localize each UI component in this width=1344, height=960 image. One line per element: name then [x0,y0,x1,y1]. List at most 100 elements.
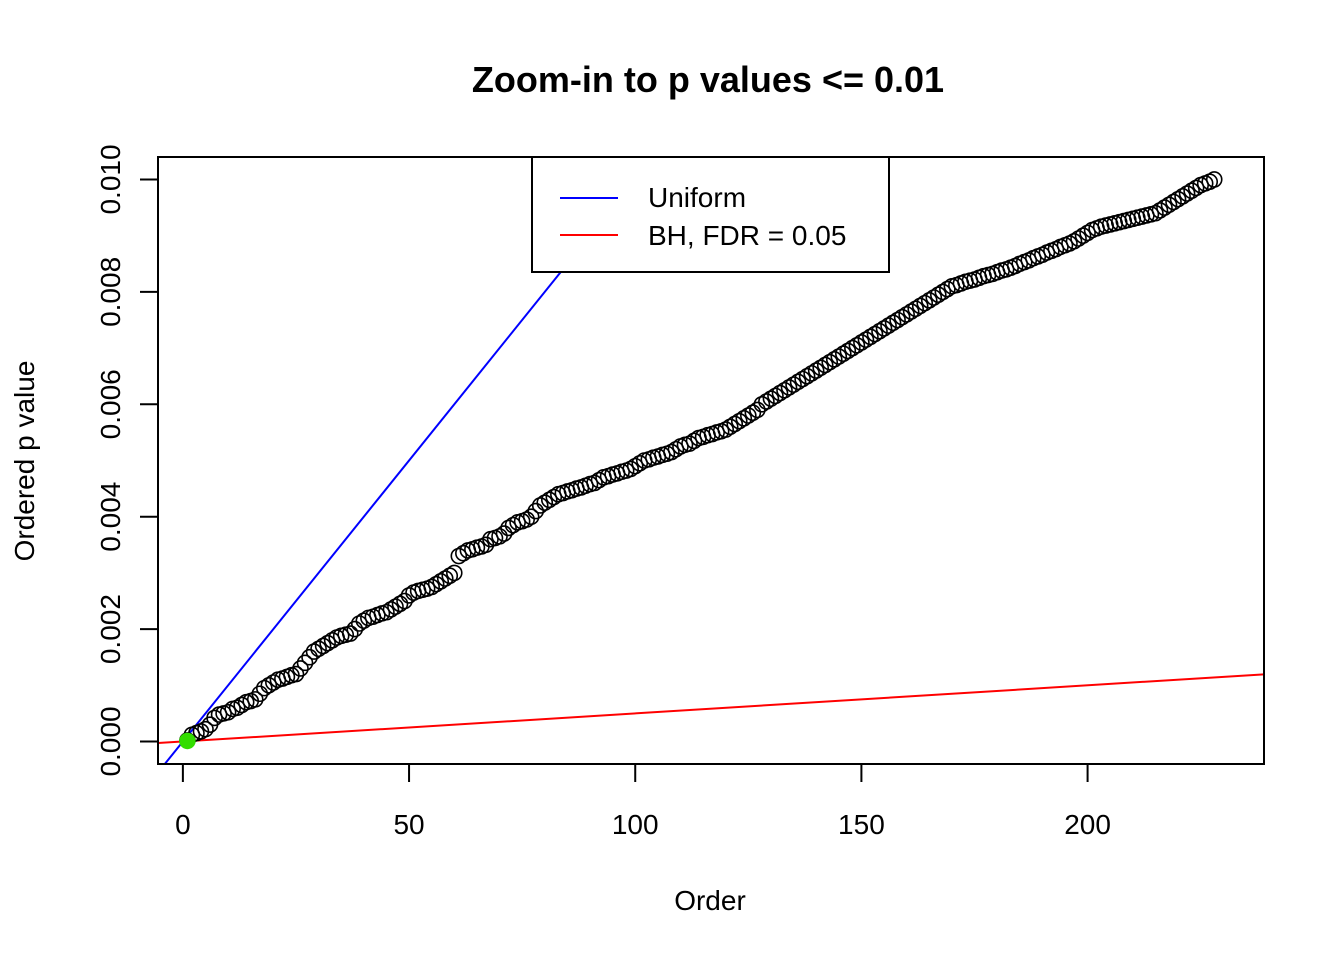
y-tick-label: 0.006 [95,369,126,439]
data-point [1205,171,1223,188]
x-tick-label: 0 [175,809,191,840]
y-tick-label: 0.008 [95,257,126,327]
data-point [491,528,508,545]
data-point [436,570,454,587]
data-point [256,679,273,697]
data-point [518,511,535,528]
x-tick-label: 200 [1064,809,1111,840]
data-point [540,491,558,509]
data-point [862,328,879,346]
x-tick-label: 100 [612,809,659,840]
data-point [721,418,739,436]
data-point [776,381,793,399]
data-point [319,634,336,652]
data-point [423,578,440,596]
uniform-line [163,157,655,764]
data-point [527,502,545,520]
data-point [305,643,323,660]
data-point [744,404,762,422]
data-point [934,283,952,301]
data-point [536,494,554,511]
data-point [758,393,775,410]
data-point [839,342,857,360]
data-point [762,390,780,407]
data-point [1074,227,1092,244]
data-point [663,443,680,461]
data-point [803,365,820,382]
y-axis: 0.000 0.002 0.004 0.006 0.008 0.010 [95,144,159,777]
data-point [1160,196,1178,214]
data-point [1187,179,1205,197]
data-point [1151,202,1169,219]
data-point [1178,185,1196,202]
data-point [310,640,327,658]
data-point [1183,182,1200,200]
data-point [432,573,450,590]
data-point [681,435,698,452]
data-point [780,379,798,396]
legend-label-bh: BH, FDR = 0.05 [648,220,846,251]
legend-box [531,156,890,273]
data-point [785,376,802,393]
data-point [930,286,947,303]
data-point [522,508,540,526]
data-point [450,547,468,565]
data-point [1079,224,1096,242]
data-point [880,317,897,334]
data-point [916,294,934,312]
data-point [889,311,906,329]
data-point [427,575,445,593]
data-point [301,648,318,666]
data-point [495,525,513,542]
y-tick-label: 0.000 [95,706,126,776]
x-axis-title: Order [674,885,746,916]
data-point [871,322,888,340]
data-point [844,339,861,357]
data-point [807,362,825,379]
data-point [1070,230,1087,247]
data-point [749,401,766,419]
y-tick-label: 0.002 [95,594,126,664]
data-point [228,699,246,717]
data-point [911,297,929,315]
data-point [893,308,911,326]
data-point [500,519,517,537]
data-point [753,395,771,413]
y-tick-label: 0.004 [95,482,126,552]
data-point [626,457,644,475]
data-point [346,620,364,638]
data-point [531,497,549,514]
data-point [292,660,309,677]
data-point [812,359,829,377]
data-point [857,331,875,348]
data-point [296,654,314,672]
significant-points [179,732,196,750]
data-point [884,314,902,332]
data-point [767,387,784,405]
data-point [260,677,278,694]
data-point [586,474,603,492]
reference-lines [158,157,1264,764]
data-point [726,415,744,433]
y-tick-label: 0.010 [95,144,126,214]
data-point [287,665,305,683]
data-point [1147,204,1164,222]
data-point [771,384,789,402]
data-point [920,292,938,309]
data-point [798,367,816,385]
data-point [898,306,915,323]
data-point [907,300,924,318]
data-point [925,289,943,306]
data-point [1156,199,1173,216]
data-point [830,348,848,365]
data-point [794,370,811,388]
data-point [622,460,640,478]
data-point [387,598,404,615]
data-point [853,334,870,351]
x-tick-label: 150 [838,809,885,840]
data-point [441,567,459,585]
data-point [866,325,884,343]
legend: Uniform BH, FDR = 0.05 [531,156,890,273]
data-point [821,353,839,371]
